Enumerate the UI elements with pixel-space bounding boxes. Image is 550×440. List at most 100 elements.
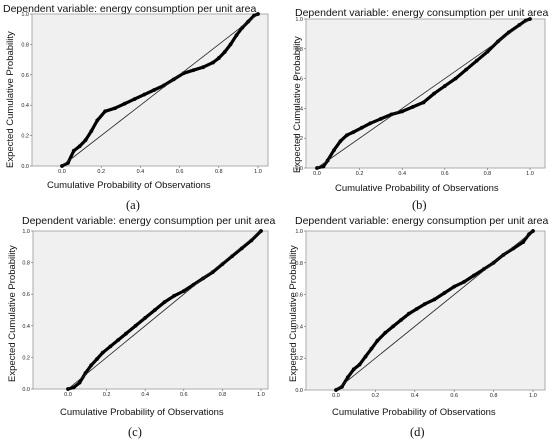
data-point — [234, 33, 239, 38]
y-tick-label: 0.4 — [295, 324, 303, 330]
y-tick-label: 0.6 — [22, 292, 30, 298]
x-tick-label: 0.4 — [137, 169, 145, 175]
data-point — [191, 68, 196, 73]
x-tick-label: 0.4 — [141, 392, 149, 398]
data-point — [464, 67, 468, 72]
reference-line — [61, 13, 259, 167]
data-point — [89, 363, 94, 368]
x-axis-label: Cumulative Probability of Observations — [60, 407, 224, 418]
data-point — [211, 60, 215, 65]
x-tick-label: 1.0 — [254, 169, 262, 175]
chart-panel-c: Dependent variable: energy consumption p… — [0, 215, 275, 440]
data-point — [422, 302, 427, 307]
data-point — [152, 308, 157, 312]
data-point — [452, 284, 457, 289]
y-tick-label: 0.0 — [22, 387, 30, 393]
data-point — [100, 350, 105, 355]
chart-panel-a: Dependent variable: energy consumption p… — [0, 0, 275, 215]
y-tick-label: 0.2 — [21, 134, 29, 140]
data-point — [132, 97, 137, 102]
data-point — [383, 330, 388, 335]
plot-area: 0.0 0.2 0.4 0.6 0.8 1.0 0.0 0.2 0.4 0.6 0.8 1.0 — [21, 12, 269, 175]
y-tick-label: 0.0 — [295, 166, 303, 172]
data-point — [122, 101, 127, 106]
data-point — [345, 375, 350, 380]
data-point — [103, 109, 108, 114]
x-tick-label: 0.0 — [332, 393, 340, 399]
data-point — [379, 116, 383, 121]
x-tick-label: 0.2 — [103, 392, 111, 398]
data-point — [228, 42, 233, 47]
panel-caption: (c) — [128, 425, 142, 439]
chart-title: Dependent variable: energy consumption p… — [295, 215, 549, 227]
data-point — [162, 300, 167, 304]
chart-title: Dependent variable: energy consumption p… — [3, 3, 257, 15]
plot-area: 0.0 0.2 0.4 0.6 0.8 1.0 0.0 0.2 0.4 0.6 0.8 1.0 — [295, 229, 546, 399]
data-point — [113, 106, 117, 111]
panel-caption: (a) — [126, 198, 140, 212]
x-tick-label: 0.6 — [176, 169, 184, 175]
data-point — [172, 293, 177, 298]
data-point — [399, 318, 403, 322]
data-point — [442, 291, 447, 295]
data-point — [95, 118, 100, 123]
data-point — [77, 380, 82, 385]
panel-caption: (d) — [410, 425, 425, 439]
y-tick-label: 0.2 — [295, 136, 303, 142]
data-point — [375, 338, 380, 343]
data-point — [421, 100, 426, 105]
x-axis-label: Cumulative Probability of Observations — [47, 180, 211, 191]
y-tick-label: 0.4 — [21, 103, 29, 109]
y-tick-label: 0.0 — [21, 164, 29, 170]
data-point — [472, 273, 476, 278]
y-tick-label: 0.6 — [295, 293, 303, 299]
y-tick-label: 1.0 — [21, 12, 29, 18]
y-tick-label: 0.4 — [22, 324, 30, 330]
y-tick-label: 0.0 — [295, 388, 303, 394]
y-tick-label: 0.8 — [295, 261, 303, 267]
data-point — [71, 148, 76, 153]
data-point — [143, 316, 148, 320]
data-point — [222, 50, 227, 54]
y-tick-label: 1.0 — [295, 17, 303, 23]
data-point — [369, 346, 374, 351]
data-point — [181, 289, 186, 293]
data-point — [124, 331, 128, 336]
y-tick-label: 0.2 — [295, 356, 303, 362]
data-point — [391, 324, 396, 329]
data-point — [152, 88, 157, 92]
data-point — [89, 129, 94, 133]
y-tick-label: 0.6 — [21, 73, 29, 79]
data-point — [410, 105, 415, 109]
data-point — [116, 338, 121, 342]
data-point — [77, 144, 82, 149]
data-point — [332, 148, 336, 153]
x-tick-label: 0.8 — [484, 171, 492, 177]
data-point — [453, 76, 458, 81]
x-tick-label: 0.0 — [313, 171, 321, 177]
data-point — [133, 323, 138, 328]
y-tick-label: 0.8 — [21, 42, 29, 48]
data-point — [216, 56, 221, 60]
x-tick-label: 1.0 — [529, 393, 537, 399]
data-point — [351, 130, 356, 135]
data-point — [414, 307, 419, 311]
data-point — [71, 385, 76, 390]
data-point — [108, 344, 113, 349]
data-point — [357, 362, 362, 367]
data-point — [432, 297, 437, 302]
plot-frame — [31, 13, 269, 167]
data-point — [351, 367, 356, 372]
data-point — [474, 58, 479, 63]
y-tick-label: 1.0 — [22, 229, 30, 235]
data-point — [201, 65, 206, 70]
x-tick-label: 0.4 — [398, 171, 406, 177]
data-point — [359, 125, 364, 130]
x-tick-label: 0.6 — [450, 393, 458, 399]
data-point — [462, 279, 466, 284]
y-tick-label: 0.8 — [22, 261, 30, 267]
panel-caption: (b) — [412, 198, 427, 212]
x-tick-label: 1.0 — [526, 171, 534, 177]
y-tick-label: 1.0 — [295, 229, 303, 235]
x-tick-label: 0.8 — [490, 393, 498, 399]
